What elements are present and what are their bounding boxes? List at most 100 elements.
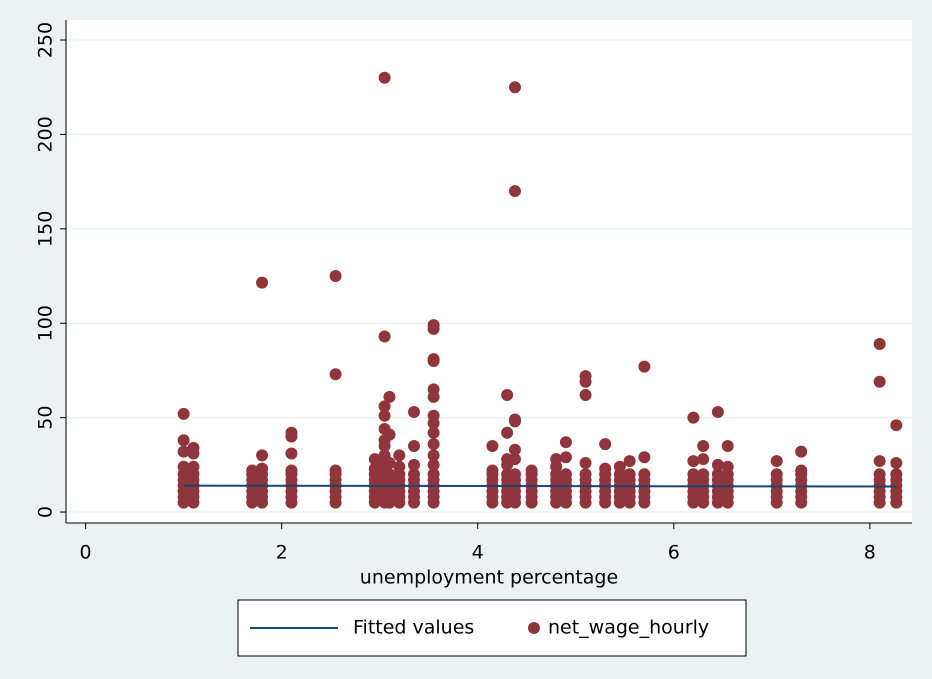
y-tick-label: 150 (35, 211, 57, 247)
point (501, 426, 514, 439)
point (579, 456, 592, 469)
legend: Fitted values net_wage_hourly (250, 617, 709, 639)
point (890, 468, 903, 481)
point (383, 428, 396, 441)
point (187, 460, 200, 473)
point (329, 368, 342, 381)
point (393, 449, 406, 462)
point (508, 443, 521, 456)
point (427, 426, 440, 439)
point (559, 451, 572, 464)
point (599, 438, 612, 451)
point (408, 458, 421, 471)
point (795, 464, 808, 477)
point (408, 405, 421, 418)
point (368, 462, 381, 475)
point (687, 455, 700, 468)
point (427, 319, 440, 332)
point (508, 185, 521, 198)
point (697, 453, 710, 466)
x-tick-label: 6 (668, 542, 680, 564)
point (623, 455, 636, 468)
plot-region (66, 20, 912, 523)
point (383, 456, 396, 469)
point (579, 388, 592, 401)
point (890, 419, 903, 432)
point (873, 338, 886, 351)
point (721, 460, 734, 473)
marks (177, 71, 903, 509)
axes: 0 50 100 150 200 250 0 2 4 6 8 (35, 22, 876, 564)
point (329, 270, 342, 283)
point (427, 438, 440, 451)
point (378, 409, 391, 422)
point (550, 453, 563, 466)
point (177, 434, 190, 447)
point (711, 458, 724, 471)
point (711, 468, 724, 481)
point (770, 468, 783, 481)
y-tick-label: 0 (35, 506, 57, 518)
point (559, 436, 572, 449)
point (613, 460, 626, 473)
fitted-line (183, 484, 897, 488)
point (368, 453, 381, 466)
grid (66, 39, 912, 513)
x-axis-title: unemployment percentage (360, 567, 618, 589)
point (486, 439, 499, 452)
point (508, 468, 521, 481)
point (378, 330, 391, 343)
point (427, 383, 440, 396)
point (285, 426, 298, 439)
point (579, 370, 592, 383)
point (393, 460, 406, 473)
point (501, 388, 514, 401)
x-tick-label: 0 (80, 542, 92, 564)
point (623, 468, 636, 481)
point (408, 439, 421, 452)
point (697, 468, 710, 481)
point (427, 458, 440, 471)
point (378, 71, 391, 84)
x-tick-label: 8 (864, 542, 876, 564)
point (256, 449, 269, 462)
x-tick-label: 2 (276, 542, 288, 564)
point (873, 375, 886, 388)
point (427, 409, 440, 422)
point (383, 468, 396, 481)
point (177, 445, 190, 458)
y-tick-label: 50 (35, 406, 57, 430)
point (508, 81, 521, 94)
point (187, 441, 200, 454)
point (697, 439, 710, 452)
legend-label: net_wage_hourly (548, 617, 709, 639)
point (427, 449, 440, 462)
point (721, 439, 734, 452)
legend-label: Fitted values (353, 617, 474, 639)
x-tick-label: 4 (472, 542, 484, 564)
y-tick-label: 100 (35, 305, 57, 341)
point (770, 455, 783, 468)
point (329, 464, 342, 477)
y-tick-label: 200 (35, 116, 57, 152)
point (256, 276, 269, 289)
y-tick-label: 250 (35, 22, 57, 58)
point (638, 451, 651, 464)
point (427, 468, 440, 481)
point (795, 445, 808, 458)
point (873, 468, 886, 481)
point (579, 468, 592, 481)
point (873, 455, 886, 468)
point (559, 468, 572, 481)
point (177, 407, 190, 420)
point (486, 464, 499, 477)
point (890, 456, 903, 469)
point (177, 460, 190, 473)
point (427, 353, 440, 366)
point (246, 464, 259, 477)
point (711, 405, 724, 418)
point (508, 453, 521, 466)
point (599, 462, 612, 475)
